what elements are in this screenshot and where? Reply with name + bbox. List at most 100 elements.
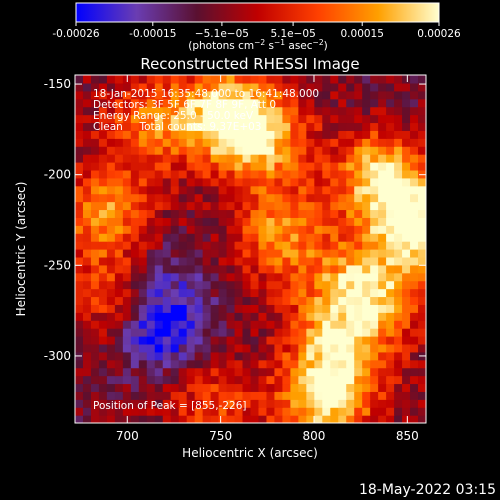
heatmap-cell <box>226 90 236 100</box>
heatmap-cell <box>354 138 363 147</box>
heatmap-cell <box>274 367 284 377</box>
heatmap-cell <box>346 169 355 179</box>
heatmap-cell <box>178 343 188 353</box>
heatmap-cell <box>386 328 395 337</box>
heatmap-cell <box>186 177 196 187</box>
heatmap-cell <box>306 407 315 416</box>
heatmap-cell <box>162 296 172 305</box>
heatmap-cell <box>378 138 387 147</box>
heatmap-cell <box>242 249 252 258</box>
heatmap-cell <box>386 359 395 369</box>
heatmap-cell <box>162 312 172 321</box>
heatmap-cell <box>298 304 307 313</box>
heatmap-cell <box>402 130 411 139</box>
heatmap-cell <box>250 415 260 423</box>
heatmap-cell <box>186 407 196 416</box>
heatmap-cell <box>234 75 244 84</box>
heatmap-cell <box>178 162 188 171</box>
heatmap-cell <box>82 256 92 266</box>
heatmap-cell <box>290 98 299 108</box>
colorbar <box>75 2 440 23</box>
heatmap-cell <box>242 264 252 274</box>
heatmap-cell <box>106 249 116 258</box>
heatmap-cell <box>322 272 331 282</box>
heatmap-cell <box>314 169 323 179</box>
heatmap-cell <box>370 407 379 416</box>
heatmap-cell <box>394 146 403 155</box>
heatmap-cell <box>98 146 108 155</box>
heatmap-cell <box>266 75 276 84</box>
heatmap-cell <box>106 130 116 139</box>
heatmap-cell <box>290 343 299 353</box>
heatmap-cell <box>170 154 180 163</box>
heatmap-cell <box>250 367 260 377</box>
heatmap-cell <box>354 391 363 400</box>
heatmap-cell <box>210 249 220 258</box>
heatmap-cell <box>138 249 148 258</box>
heatmap-cell <box>154 75 164 84</box>
heatmap-cell <box>274 241 284 250</box>
heatmap-cell <box>274 82 284 92</box>
heatmap-cell <box>210 272 220 282</box>
heatmap-cell <box>346 375 355 385</box>
heatmap-cell <box>202 296 212 305</box>
heatmap-cell <box>122 114 132 124</box>
heatmap-cell <box>306 193 315 203</box>
heatmap-cell <box>138 209 148 218</box>
heatmap-cell <box>378 312 387 321</box>
heatmap-cell <box>410 391 419 400</box>
heatmap-cell <box>314 407 323 416</box>
heatmap-cell <box>146 264 156 274</box>
heatmap-cell <box>298 138 307 147</box>
heatmap-cell <box>394 249 403 258</box>
heatmap-cell <box>330 162 339 171</box>
heatmap-cell <box>146 241 156 250</box>
heatmap-cell <box>418 272 426 282</box>
heatmap-cell <box>354 146 363 155</box>
heatmap-cell <box>114 280 124 290</box>
heatmap-cell <box>290 320 299 329</box>
heatmap-cell <box>306 75 315 84</box>
heatmap-cell <box>250 177 260 187</box>
heatmap-cell <box>130 82 140 92</box>
y-tick-label: -200 <box>44 168 71 182</box>
heatmap-cell <box>114 154 124 163</box>
heatmap-cell <box>274 185 284 195</box>
heatmap-cell <box>122 375 132 385</box>
heatmap-cell <box>82 82 92 92</box>
heatmap-cell <box>122 320 132 329</box>
heatmap-cell <box>330 320 339 329</box>
heatmap-cell <box>234 193 244 203</box>
heatmap-cell <box>266 328 276 337</box>
heatmap-cell <box>370 328 379 337</box>
heatmap-cell <box>130 217 140 226</box>
heatmap-cell <box>314 193 323 203</box>
heatmap-cell <box>394 169 403 179</box>
heatmap-cell <box>226 375 236 385</box>
heatmap-cell <box>170 304 180 313</box>
heatmap-cell <box>98 304 108 313</box>
heatmap-cell <box>266 241 276 250</box>
heatmap-cell <box>410 185 419 195</box>
heatmap-cell <box>75 177 84 187</box>
heatmap-cell <box>186 272 196 282</box>
heatmap-cell <box>98 106 108 116</box>
heatmap-cell <box>346 391 355 400</box>
heatmap-cell <box>274 209 284 218</box>
heatmap-cell <box>234 106 244 116</box>
heatmap-cell <box>250 130 260 139</box>
heatmap-cell <box>106 407 116 416</box>
heatmap-cell <box>114 209 124 218</box>
heatmap-cell <box>75 272 84 282</box>
heatmap-cell <box>370 217 379 226</box>
heatmap-cell <box>386 312 395 321</box>
heatmap-cell <box>402 336 411 345</box>
heatmap-cell <box>306 256 315 266</box>
heatmap-cell <box>330 407 339 416</box>
heatmap-cell <box>75 312 84 321</box>
heatmap-cell <box>210 241 220 250</box>
heatmap-cell <box>202 288 212 298</box>
heatmap-cell <box>410 256 419 266</box>
heatmap-cell <box>418 415 426 423</box>
heatmap-cell <box>378 106 387 116</box>
